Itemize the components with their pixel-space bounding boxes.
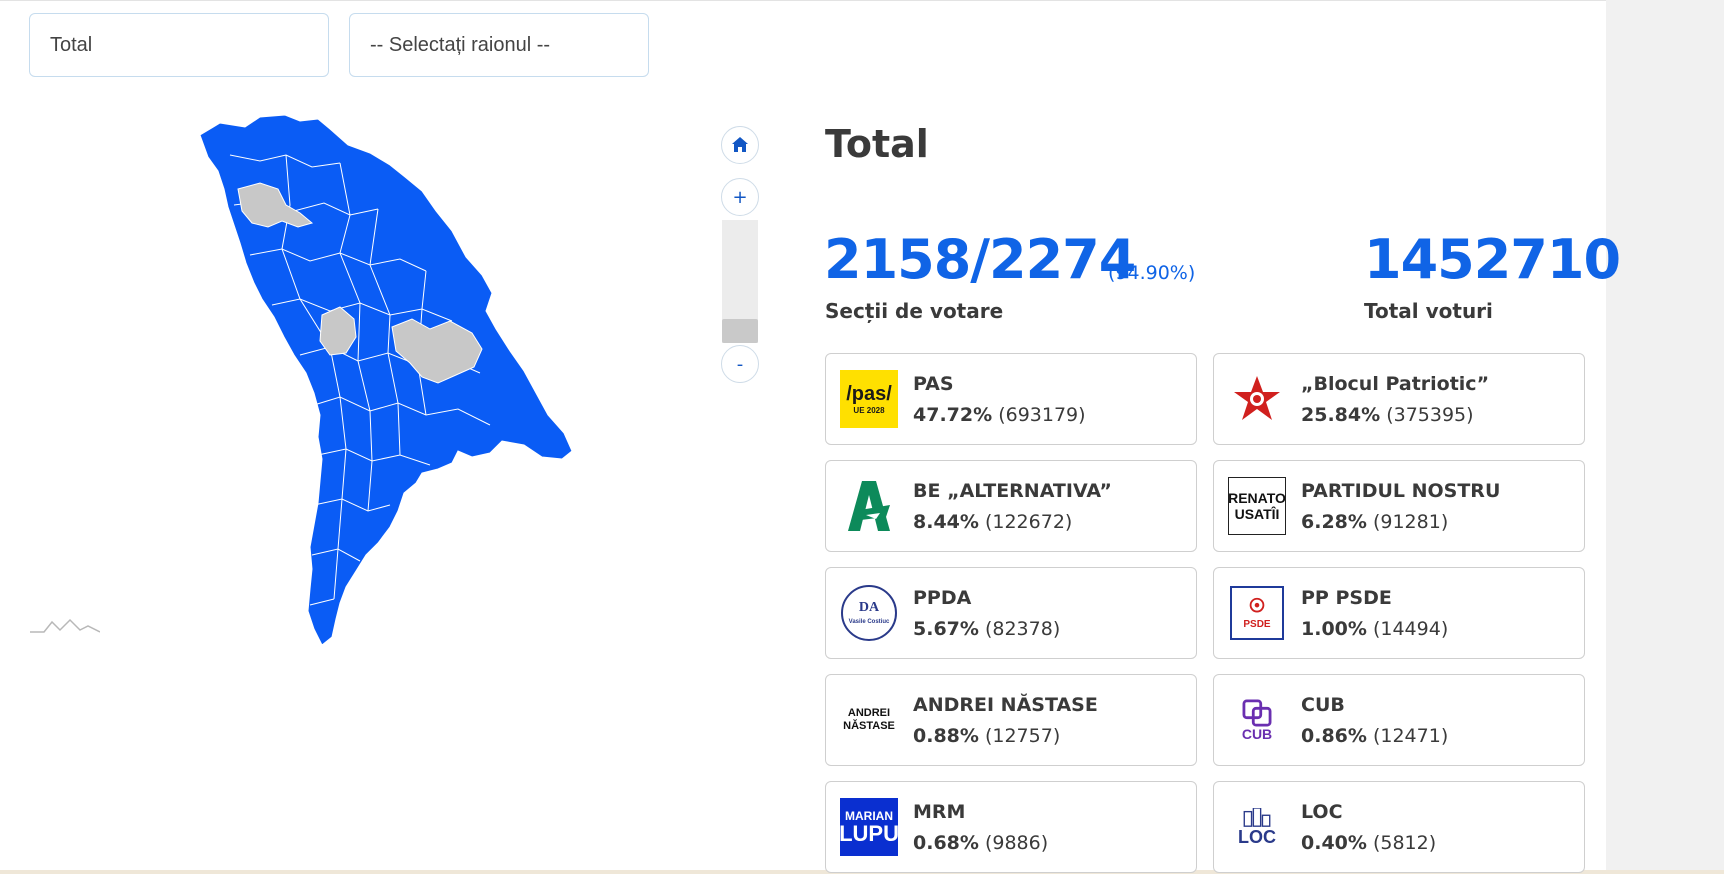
map-region-pending[interactable] — [319, 306, 357, 356]
marian-lupu-logo: MARIAN LUPU — [840, 798, 898, 856]
party-votes: (14494) — [1372, 618, 1449, 640]
moldova-map[interactable] — [190, 115, 620, 645]
party-name: MRM — [913, 801, 966, 823]
party-result: 1.00% (14494) — [1301, 618, 1448, 640]
renato-usatii-logo: RENATO USATÎI — [1228, 477, 1286, 535]
cub-logo: CUB — [1228, 691, 1286, 749]
party-percent: 47.72% — [913, 404, 993, 426]
party-votes: (122672) — [984, 511, 1073, 533]
total-votes-count: 1452710 — [1364, 228, 1621, 291]
scope-select-value: Total — [50, 33, 93, 56]
zoom-home-button[interactable] — [721, 126, 759, 164]
zoom-in-label: + — [732, 186, 748, 208]
party-card-partidul-nostru[interactable]: RENATO USATÎI PARTIDUL NOSTRU 6.28% (912… — [1213, 460, 1585, 552]
polling-stations-count: 2158/2274 — [824, 228, 1136, 291]
party-result: 6.28% (91281) — [1301, 511, 1448, 533]
party-percent: 8.44% — [913, 511, 979, 533]
party-percent: 25.84% — [1301, 404, 1381, 426]
party-result: 0.40% (5812) — [1301, 832, 1436, 854]
psde-logo: PSDE — [1228, 584, 1286, 642]
party-name: PP PSDE — [1301, 587, 1392, 609]
party-card-blocul-patriotic[interactable]: „Blocul Patriotic” 25.84% (375395) — [1213, 353, 1585, 445]
district-select-placeholder: -- Selectați raionul -- — [370, 33, 551, 56]
polling-stations-label: Secții de votare — [825, 299, 1004, 323]
party-percent: 0.40% — [1301, 832, 1367, 854]
map-region-pending[interactable] — [391, 318, 483, 384]
party-votes: (91281) — [1372, 511, 1449, 533]
party-card-alternativa[interactable]: BE „ALTERNATIVA” 8.44% (122672) — [825, 460, 1197, 552]
zoom-out-button[interactable]: - — [721, 345, 759, 383]
home-icon — [732, 137, 748, 152]
party-name: „Blocul Patriotic” — [1301, 373, 1490, 395]
party-votes: (12757) — [984, 725, 1061, 747]
party-result: 0.86% (12471) — [1301, 725, 1448, 747]
top-divider — [0, 0, 1606, 1]
party-result: 8.44% (122672) — [913, 511, 1072, 533]
party-card-pas[interactable]: /pas/ UE 2028 PAS 47.72% (693179) — [825, 353, 1197, 445]
red-star-logo — [1228, 370, 1286, 428]
moldova-map-svg[interactable] — [190, 115, 620, 645]
party-card-cub[interactable]: CUB CUB 0.86% (12471) — [1213, 674, 1585, 766]
party-name: BE „ALTERNATIVA” — [913, 480, 1112, 502]
zoom-slider-handle[interactable] — [722, 319, 758, 343]
party-percent: 6.28% — [1301, 511, 1367, 533]
party-result: 0.88% (12757) — [913, 725, 1060, 747]
party-result: 47.72% (693179) — [913, 404, 1086, 426]
pas-logo: /pas/ UE 2028 — [840, 370, 898, 428]
party-card-loc[interactable]: LOC LOC 0.40% (5812) — [1213, 781, 1585, 873]
party-votes: (12471) — [1372, 725, 1449, 747]
map-region-counted[interactable] — [199, 115, 573, 645]
party-name: ANDREI NĂSTASE — [913, 694, 1098, 716]
zoom-in-button[interactable]: + — [721, 178, 759, 216]
party-card-ppda[interactable]: DA Vasile Costiuc PPDA 5.67% (82378) — [825, 567, 1197, 659]
party-votes: (9886) — [984, 832, 1049, 854]
party-name: LOC — [1301, 801, 1343, 823]
party-votes: (375395) — [1386, 404, 1474, 426]
minimap-icon[interactable] — [30, 614, 101, 636]
party-percent: 0.86% — [1301, 725, 1367, 747]
polling-stations-percent: (94.90%) — [1108, 262, 1196, 284]
map-district-borders — [229, 154, 491, 606]
results-title: Total — [825, 122, 929, 166]
map-region-pending[interactable] — [237, 182, 314, 228]
party-percent: 5.67% — [913, 618, 979, 640]
loc-logo: LOC — [1228, 798, 1286, 856]
alternativa-logo — [840, 477, 898, 535]
district-select[interactable]: -- Selectați raionul -- — [349, 13, 649, 77]
scope-select[interactable]: Total — [29, 13, 329, 77]
party-votes: (693179) — [998, 404, 1086, 426]
party-card-andrei-nastase[interactable]: ANDREI NĂSTASE ANDREI NĂSTASE 0.88% (127… — [825, 674, 1197, 766]
party-name: PPDA — [913, 587, 972, 609]
zoom-out-label: - — [736, 353, 744, 375]
andrei-nastase-logo: ANDREI NĂSTASE — [843, 707, 895, 732]
party-name: PARTIDUL NOSTRU — [1301, 480, 1501, 502]
right-gutter — [1606, 0, 1724, 874]
party-card-mrm[interactable]: MARIAN LUPU MRM 0.68% (9886) — [825, 781, 1197, 873]
party-votes: (82378) — [984, 618, 1061, 640]
party-name: PAS — [913, 373, 954, 395]
party-percent: 1.00% — [1301, 618, 1367, 640]
party-card-pp-psde[interactable]: PSDE PP PSDE 1.00% (14494) — [1213, 567, 1585, 659]
ppda-logo: DA Vasile Costiuc — [840, 584, 898, 642]
party-votes: (5812) — [1372, 832, 1437, 854]
total-votes-label: Total voturi — [1364, 299, 1493, 323]
party-result: 5.67% (82378) — [913, 618, 1060, 640]
party-result: 25.84% (375395) — [1301, 404, 1474, 426]
party-result: 0.68% (9886) — [913, 832, 1048, 854]
party-percent: 0.68% — [913, 832, 979, 854]
party-percent: 0.88% — [913, 725, 979, 747]
party-name: CUB — [1301, 694, 1345, 716]
